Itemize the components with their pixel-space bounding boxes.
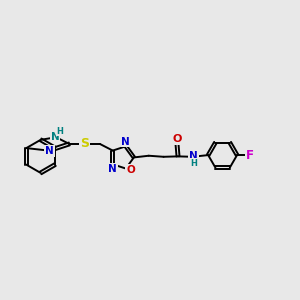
Text: H: H (56, 127, 63, 136)
Text: O: O (172, 134, 182, 144)
Text: O: O (126, 165, 135, 175)
Text: S: S (80, 137, 89, 150)
Text: H: H (190, 159, 197, 168)
Text: N: N (122, 137, 130, 147)
Text: N: N (45, 146, 54, 156)
Text: N: N (108, 164, 117, 174)
Text: F: F (246, 148, 254, 162)
Text: N: N (189, 151, 198, 161)
Text: N: N (51, 132, 59, 142)
